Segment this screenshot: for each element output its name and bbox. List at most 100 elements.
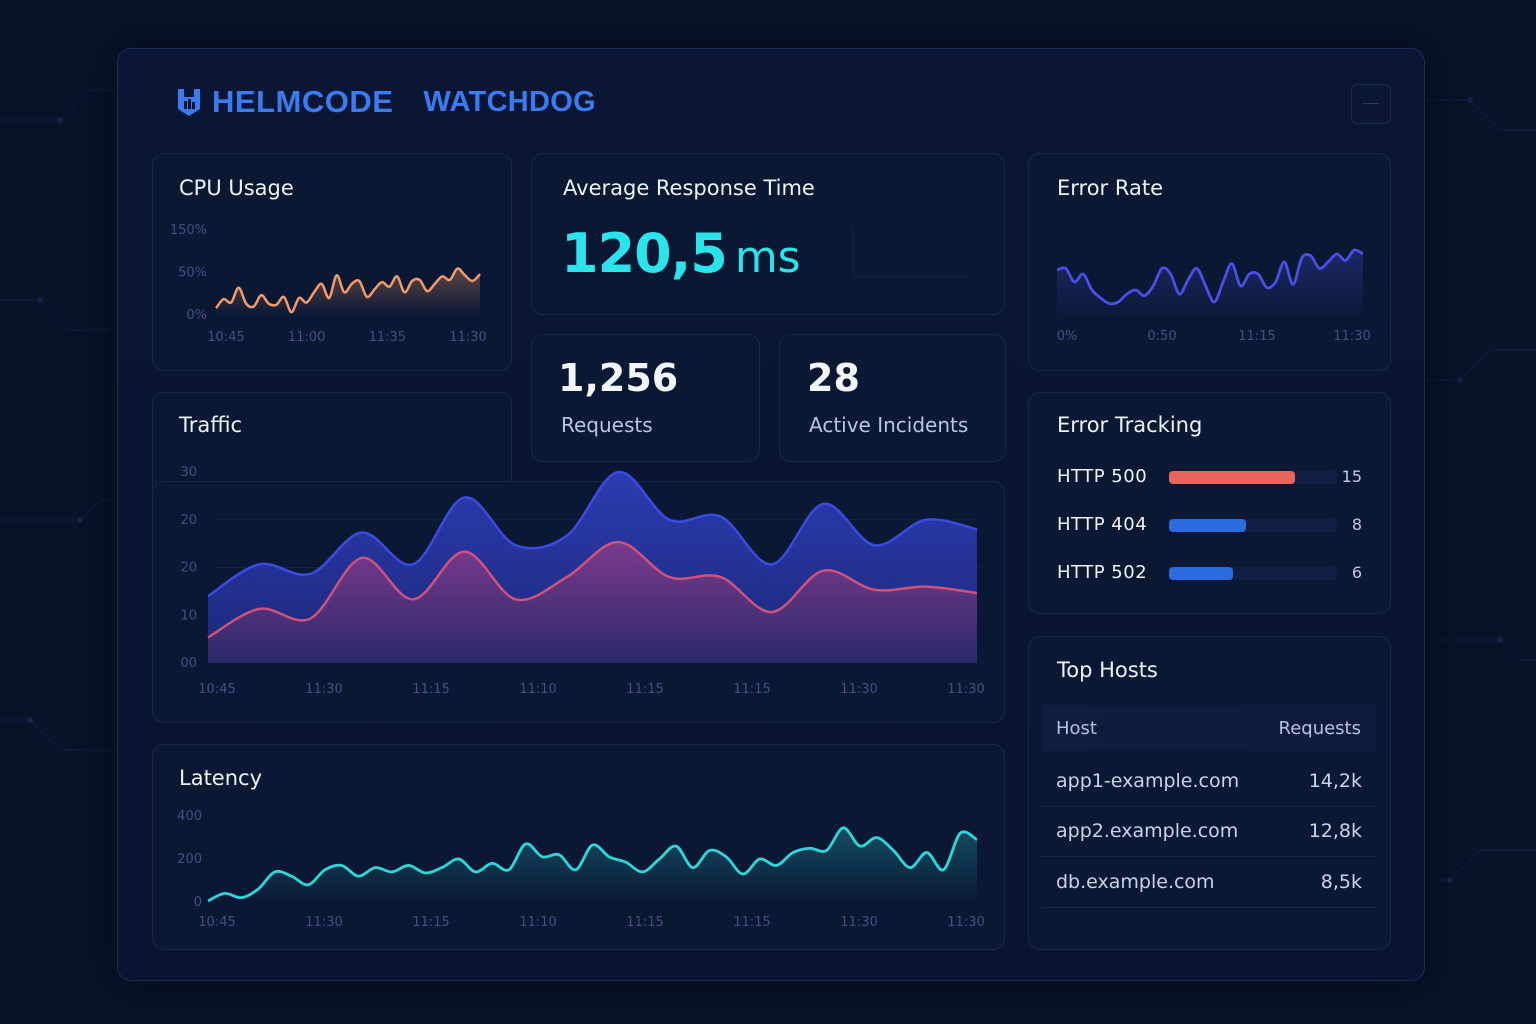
latency-x-tick: 11:30 xyxy=(947,915,984,930)
table-row[interactable]: app1-example.com 14,2k xyxy=(1042,756,1376,807)
error-rate-x-tick: 11:15 xyxy=(1238,329,1275,344)
traffic-x-tick: 11:30 xyxy=(305,682,342,697)
host-name: app1-example.com xyxy=(1056,770,1240,792)
latency-x-tick: 11:30 xyxy=(840,915,877,930)
requests-label: Requests xyxy=(561,413,653,437)
cpu-usage-chart: 150% 50% 0%10:45 11:00 11:35 11:30 xyxy=(170,223,487,345)
error-code-label: HTTP 502 xyxy=(1057,562,1148,583)
error-code-label: HTTP 500 xyxy=(1057,466,1148,487)
host-name: app2.example.com xyxy=(1056,820,1239,842)
error-bar-track xyxy=(1169,567,1337,580)
latency-x-tick: 11:30 xyxy=(305,915,342,930)
latency-y-tick: 400 xyxy=(177,809,202,824)
latency-line xyxy=(207,826,978,903)
traffic-x-tick: 11:15 xyxy=(412,682,449,697)
top-hosts-title: Top Hosts xyxy=(1057,658,1158,682)
traffic-series-lower-line xyxy=(207,540,978,639)
cpu-y-tick: 50% xyxy=(178,266,207,281)
cpu-usage-card xyxy=(152,153,512,371)
requests-value: 1,256 xyxy=(558,356,679,400)
traffic-x-tick: 11:30 xyxy=(840,682,877,697)
table-row[interactable]: db.example.com 8,5k xyxy=(1042,857,1376,908)
error-rate-line xyxy=(1056,248,1364,306)
response-time-card xyxy=(531,153,1005,315)
latency-y-tick: 200 xyxy=(177,852,202,867)
error-bar-track xyxy=(1169,519,1337,532)
error-bar-fill xyxy=(1169,519,1247,532)
error-tracking-title: Error Tracking xyxy=(1057,413,1203,437)
minimize-icon xyxy=(1363,103,1379,104)
traffic-x-tick: 11:30 xyxy=(947,682,984,697)
brand-name: HELMCODE xyxy=(212,84,394,119)
error-count: 8 xyxy=(1351,515,1362,534)
helm-logo-icon xyxy=(178,89,200,116)
incidents-value: 28 xyxy=(807,356,860,400)
latency-x-tick: 11:15 xyxy=(733,915,770,930)
error-row-http-500[interactable]: HTTP 500 15 xyxy=(1057,463,1362,491)
traffic-title: Traffic xyxy=(179,413,243,437)
latency-y-tick: 0 xyxy=(194,895,202,910)
error-bar-fill xyxy=(1169,471,1295,484)
traffic-y-tick: 10 xyxy=(180,608,197,623)
product-name: WATCHDOG xyxy=(423,85,597,118)
cpu-y-tick: 150% xyxy=(170,223,207,238)
top-hosts-card xyxy=(1028,636,1391,950)
error-code-label: HTTP 404 xyxy=(1057,514,1148,535)
cpu-x-tick: 11:00 xyxy=(288,330,325,345)
hosts-table-header xyxy=(1042,705,1376,751)
latency-x-tick: 11:10 xyxy=(519,915,556,930)
traffic-y-tick: 20 xyxy=(180,513,197,528)
cpu-x-tick: 11:30 xyxy=(449,330,486,345)
requests-card xyxy=(531,334,760,462)
cpu-usage-title: CPU Usage xyxy=(179,176,294,200)
error-count: 6 xyxy=(1351,563,1362,582)
traffic-y-tick: 20 xyxy=(180,561,197,576)
error-rate-x-tick: 11:30 xyxy=(1333,329,1370,344)
host-requests: 8,5k xyxy=(1320,871,1362,893)
host-requests: 14,2k xyxy=(1308,770,1362,792)
traffic-x-tick: 10:45 xyxy=(198,682,235,697)
cpu-line xyxy=(214,267,481,314)
incidents-card xyxy=(779,334,1006,462)
error-rate-area xyxy=(1057,249,1363,318)
latency-x-tick: 11:15 xyxy=(626,915,663,930)
error-count: 15 xyxy=(1341,467,1362,486)
traffic-series-upper-line xyxy=(207,470,978,598)
latency-x-tick: 10:45 xyxy=(198,915,235,930)
incidents-label: Active Incidents xyxy=(809,413,969,437)
cpu-x-tick: 11:35 xyxy=(369,330,406,345)
error-rate-x-tick: 0:50 xyxy=(1147,329,1176,344)
latency-title: Latency xyxy=(179,766,263,790)
response-time-unit: ms xyxy=(734,232,801,283)
error-rate-title: Error Rate xyxy=(1057,176,1164,200)
cpu-area xyxy=(216,268,480,315)
table-row[interactable]: app2.example.com 12,8k xyxy=(1042,806,1376,857)
error-row-http-502[interactable]: HTTP 502 6 xyxy=(1057,559,1362,587)
traffic-y-tick: 00 xyxy=(180,656,197,671)
host-name: db.example.com xyxy=(1056,871,1215,893)
error-rate-x-tick: 0% xyxy=(1057,329,1078,344)
latency-chart: 400 200 0 10:45 11:30 11:15 11:10 11:15 11:15 11:… xyxy=(177,809,985,930)
error-bar-track xyxy=(1169,471,1337,484)
brand-header: HELMCODE WATCHDOG xyxy=(176,82,596,122)
response-time-value: 120,5 ms xyxy=(561,222,801,285)
response-time-title: Average Response Time xyxy=(563,176,815,200)
traffic-x-tick: 11:15 xyxy=(626,682,663,697)
window-control-button[interactable] xyxy=(1351,84,1391,124)
host-requests: 12,8k xyxy=(1308,820,1362,842)
cpu-x-tick: 10:45 xyxy=(207,330,244,345)
traffic-series-lower-area xyxy=(208,542,977,663)
error-rate-chart: 0% 0:50 11:15 11:30 xyxy=(1056,248,1371,344)
hosts-column-host[interactable]: Host xyxy=(1056,718,1097,739)
latency-area xyxy=(208,827,977,902)
cpu-y-tick: 0% xyxy=(186,308,207,323)
traffic-y-tick: 30 xyxy=(180,465,197,480)
error-bar-fill xyxy=(1169,567,1233,580)
error-row-http-404[interactable]: HTTP 404 8 xyxy=(1057,511,1362,539)
response-time-decoration xyxy=(852,227,970,278)
hosts-column-requests[interactable]: Requests xyxy=(1278,718,1362,739)
response-time-number: 120,5 xyxy=(561,222,728,285)
traffic-x-tick: 11:10 xyxy=(519,682,556,697)
